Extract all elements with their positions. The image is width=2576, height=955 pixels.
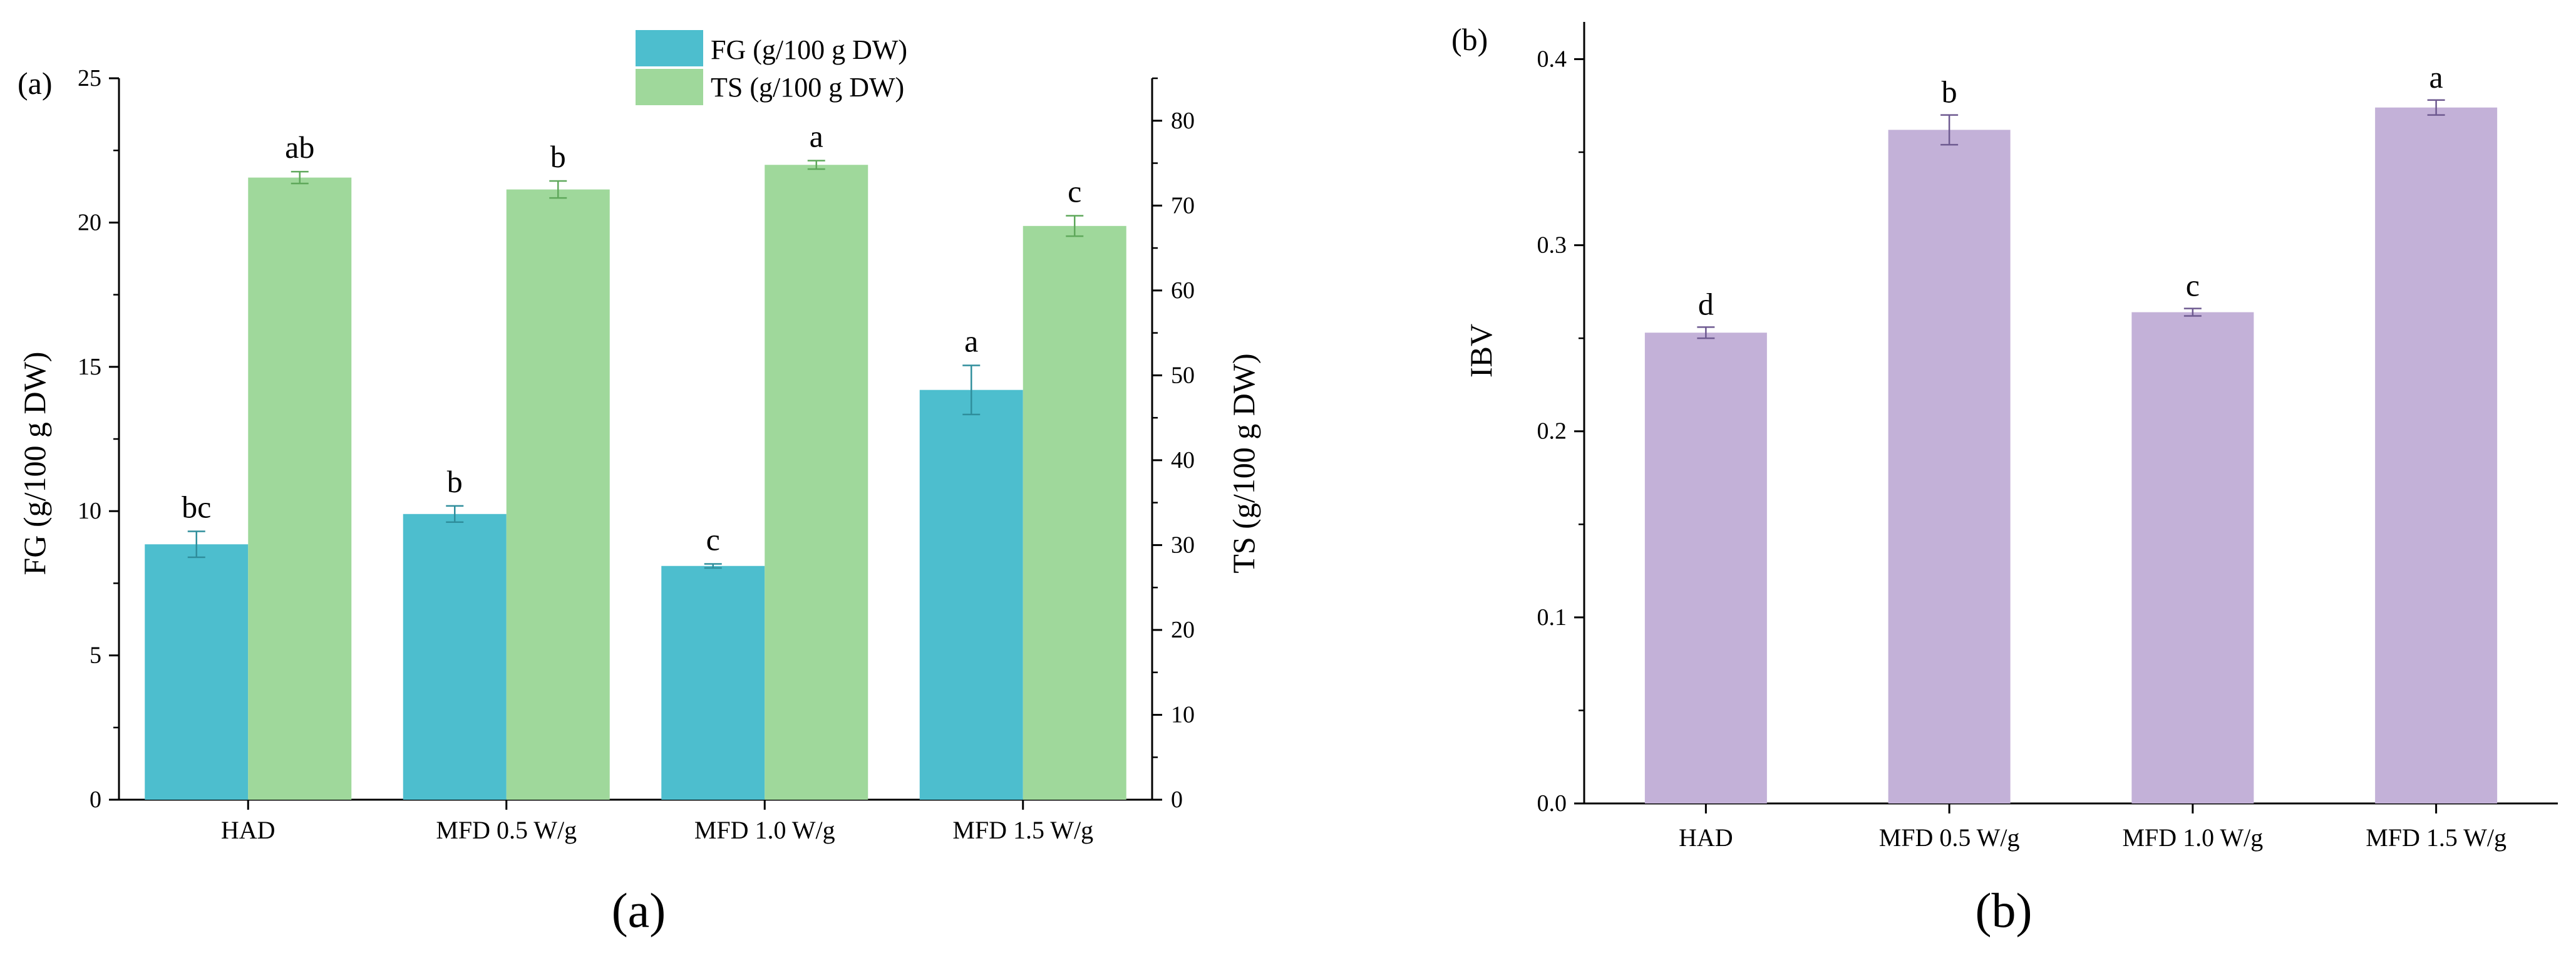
panel-b-bars [1644, 107, 2498, 804]
y-tick-label-left-5: 5 [90, 643, 101, 669]
legend-label-fg: FG (g/100 g DW) [711, 34, 907, 65]
significance-label-ts-3: c [1068, 174, 1081, 209]
panel-a-label: (a) [18, 66, 53, 101]
y-tick-label-right-80: 80 [1171, 108, 1195, 134]
y-tick-label-right-10: 10 [1171, 701, 1195, 728]
panel-a-error-bars [187, 160, 1084, 569]
significance-label-ibv-1: b [1942, 75, 1957, 110]
category-label-1: MFD 0.5 W/g [1879, 823, 2020, 852]
significance-label-ibv-0: d [1698, 286, 1714, 321]
category-label-2: MFD 1.0 W/g [694, 816, 835, 844]
panel-b-category-labels: HAD MFD 0.5 W/g MFD 1.0 W/g MFD 1.5 W/g [1679, 823, 2506, 852]
error-bar-ibv-2 [2183, 307, 2202, 317]
error-bar-ts-2 [807, 160, 825, 170]
error-bar-ts-1 [549, 180, 567, 199]
y-tick-label-right-60: 60 [1171, 277, 1195, 304]
category-label-2: MFD 1.0 W/g [2122, 823, 2263, 852]
y-tick-label-right-40: 40 [1171, 447, 1195, 473]
significance-label-fg-1: b [447, 464, 463, 499]
bar-fg-0 [145, 544, 249, 800]
y-tick-label-right-50: 50 [1171, 362, 1195, 388]
significance-label-fg-2: c [706, 522, 720, 557]
category-label-3: MFD 1.5 W/g [952, 816, 1093, 844]
y-tick-label-right-20: 20 [1171, 617, 1195, 643]
significance-label-ibv-3: a [2429, 59, 2443, 95]
bar-fg-2 [661, 565, 765, 800]
bar-fg-1 [403, 514, 507, 800]
y-tick-label-0.0: 0.0 [1537, 790, 1567, 817]
significance-label-ts-2: a [810, 118, 823, 153]
panel-b-significance-labels: d b c a [1698, 59, 2443, 322]
category-label-0: HAD [1679, 823, 1733, 852]
error-bar-fg-1 [446, 505, 464, 523]
bar-ts-0 [248, 177, 352, 800]
significance-label-ts-0: ab [285, 130, 314, 165]
legend-swatch-ts [636, 69, 703, 105]
category-label-0: HAD [221, 816, 276, 844]
error-bar-ts-3 [1066, 215, 1084, 237]
significance-label-fg-0: bc [182, 489, 211, 524]
category-label-3: MFD 1.5 W/g [2366, 823, 2506, 852]
caption-b: (b) [1976, 883, 2032, 937]
error-bar-ibv-1 [1940, 114, 1959, 146]
legend-label-ts: TS (g/100 g DW) [711, 72, 904, 103]
significance-label-ibv-2: c [2186, 268, 2200, 303]
y-tick-label-left-10: 10 [78, 498, 101, 524]
panel-b-chart: (b) 0.0 0.1 0.2 0.3 0.4 d b c a HAD MFD 0.5 W/g M… [1451, 22, 2558, 937]
error-bar-ibv-3 [2427, 99, 2445, 116]
caption-a: (a) [612, 883, 666, 937]
error-bar-ibv-0 [1697, 326, 1715, 339]
significance-label-fg-3: a [964, 323, 978, 358]
legend-swatch-fg [636, 30, 703, 66]
bar-ibv-3 [2375, 107, 2498, 804]
y-tick-label-right-0: 0 [1171, 787, 1183, 813]
error-bar-fg-2 [704, 563, 722, 569]
bar-ts-2 [765, 165, 868, 800]
y-tick-label-0.4: 0.4 [1537, 46, 1567, 72]
bar-ts-3 [1023, 225, 1126, 800]
bar-ibv-2 [2131, 312, 2254, 803]
panel-a-bars [145, 165, 1126, 800]
panel-b-label: (b) [1451, 22, 1488, 57]
significance-label-ts-1: b [550, 139, 566, 174]
y-axis-title-fg: FG (g/100 g DW) [17, 352, 52, 576]
bar-fg-3 [919, 390, 1023, 800]
panel-a-category-labels: HAD MFD 0.5 W/g MFD 1.0 W/g MFD 1.5 W/g [221, 816, 1093, 844]
y-axis-title-ibv: IBV [1463, 324, 1498, 378]
bar-ts-1 [506, 189, 610, 800]
y-tick-label-right-30: 30 [1171, 532, 1195, 558]
legend: FG (g/100 g DW) TS (g/100 g DW) [636, 30, 907, 105]
panel-b-error-bars [1697, 99, 2445, 339]
y-tick-label-right-70: 70 [1171, 192, 1195, 219]
bar-ibv-0 [1644, 333, 1767, 803]
y-tick-label-left-0: 0 [90, 787, 101, 813]
y-tick-label-0.1: 0.1 [1537, 604, 1567, 631]
y-tick-label-left-20: 20 [78, 209, 101, 235]
y-tick-label-0.3: 0.3 [1537, 232, 1567, 259]
y-tick-label-left-15: 15 [78, 354, 101, 380]
category-label-1: MFD 0.5 W/g [436, 816, 577, 844]
error-bar-fg-3 [962, 364, 981, 416]
error-bar-ts-0 [291, 170, 309, 185]
y-tick-label-0.2: 0.2 [1537, 418, 1567, 445]
bar-ibv-1 [1888, 130, 2011, 803]
y-axis-title-ts: TS (g/100 g DW) [1226, 353, 1261, 573]
error-bar-fg-0 [187, 530, 205, 559]
y-tick-label-left-25: 25 [78, 65, 101, 91]
